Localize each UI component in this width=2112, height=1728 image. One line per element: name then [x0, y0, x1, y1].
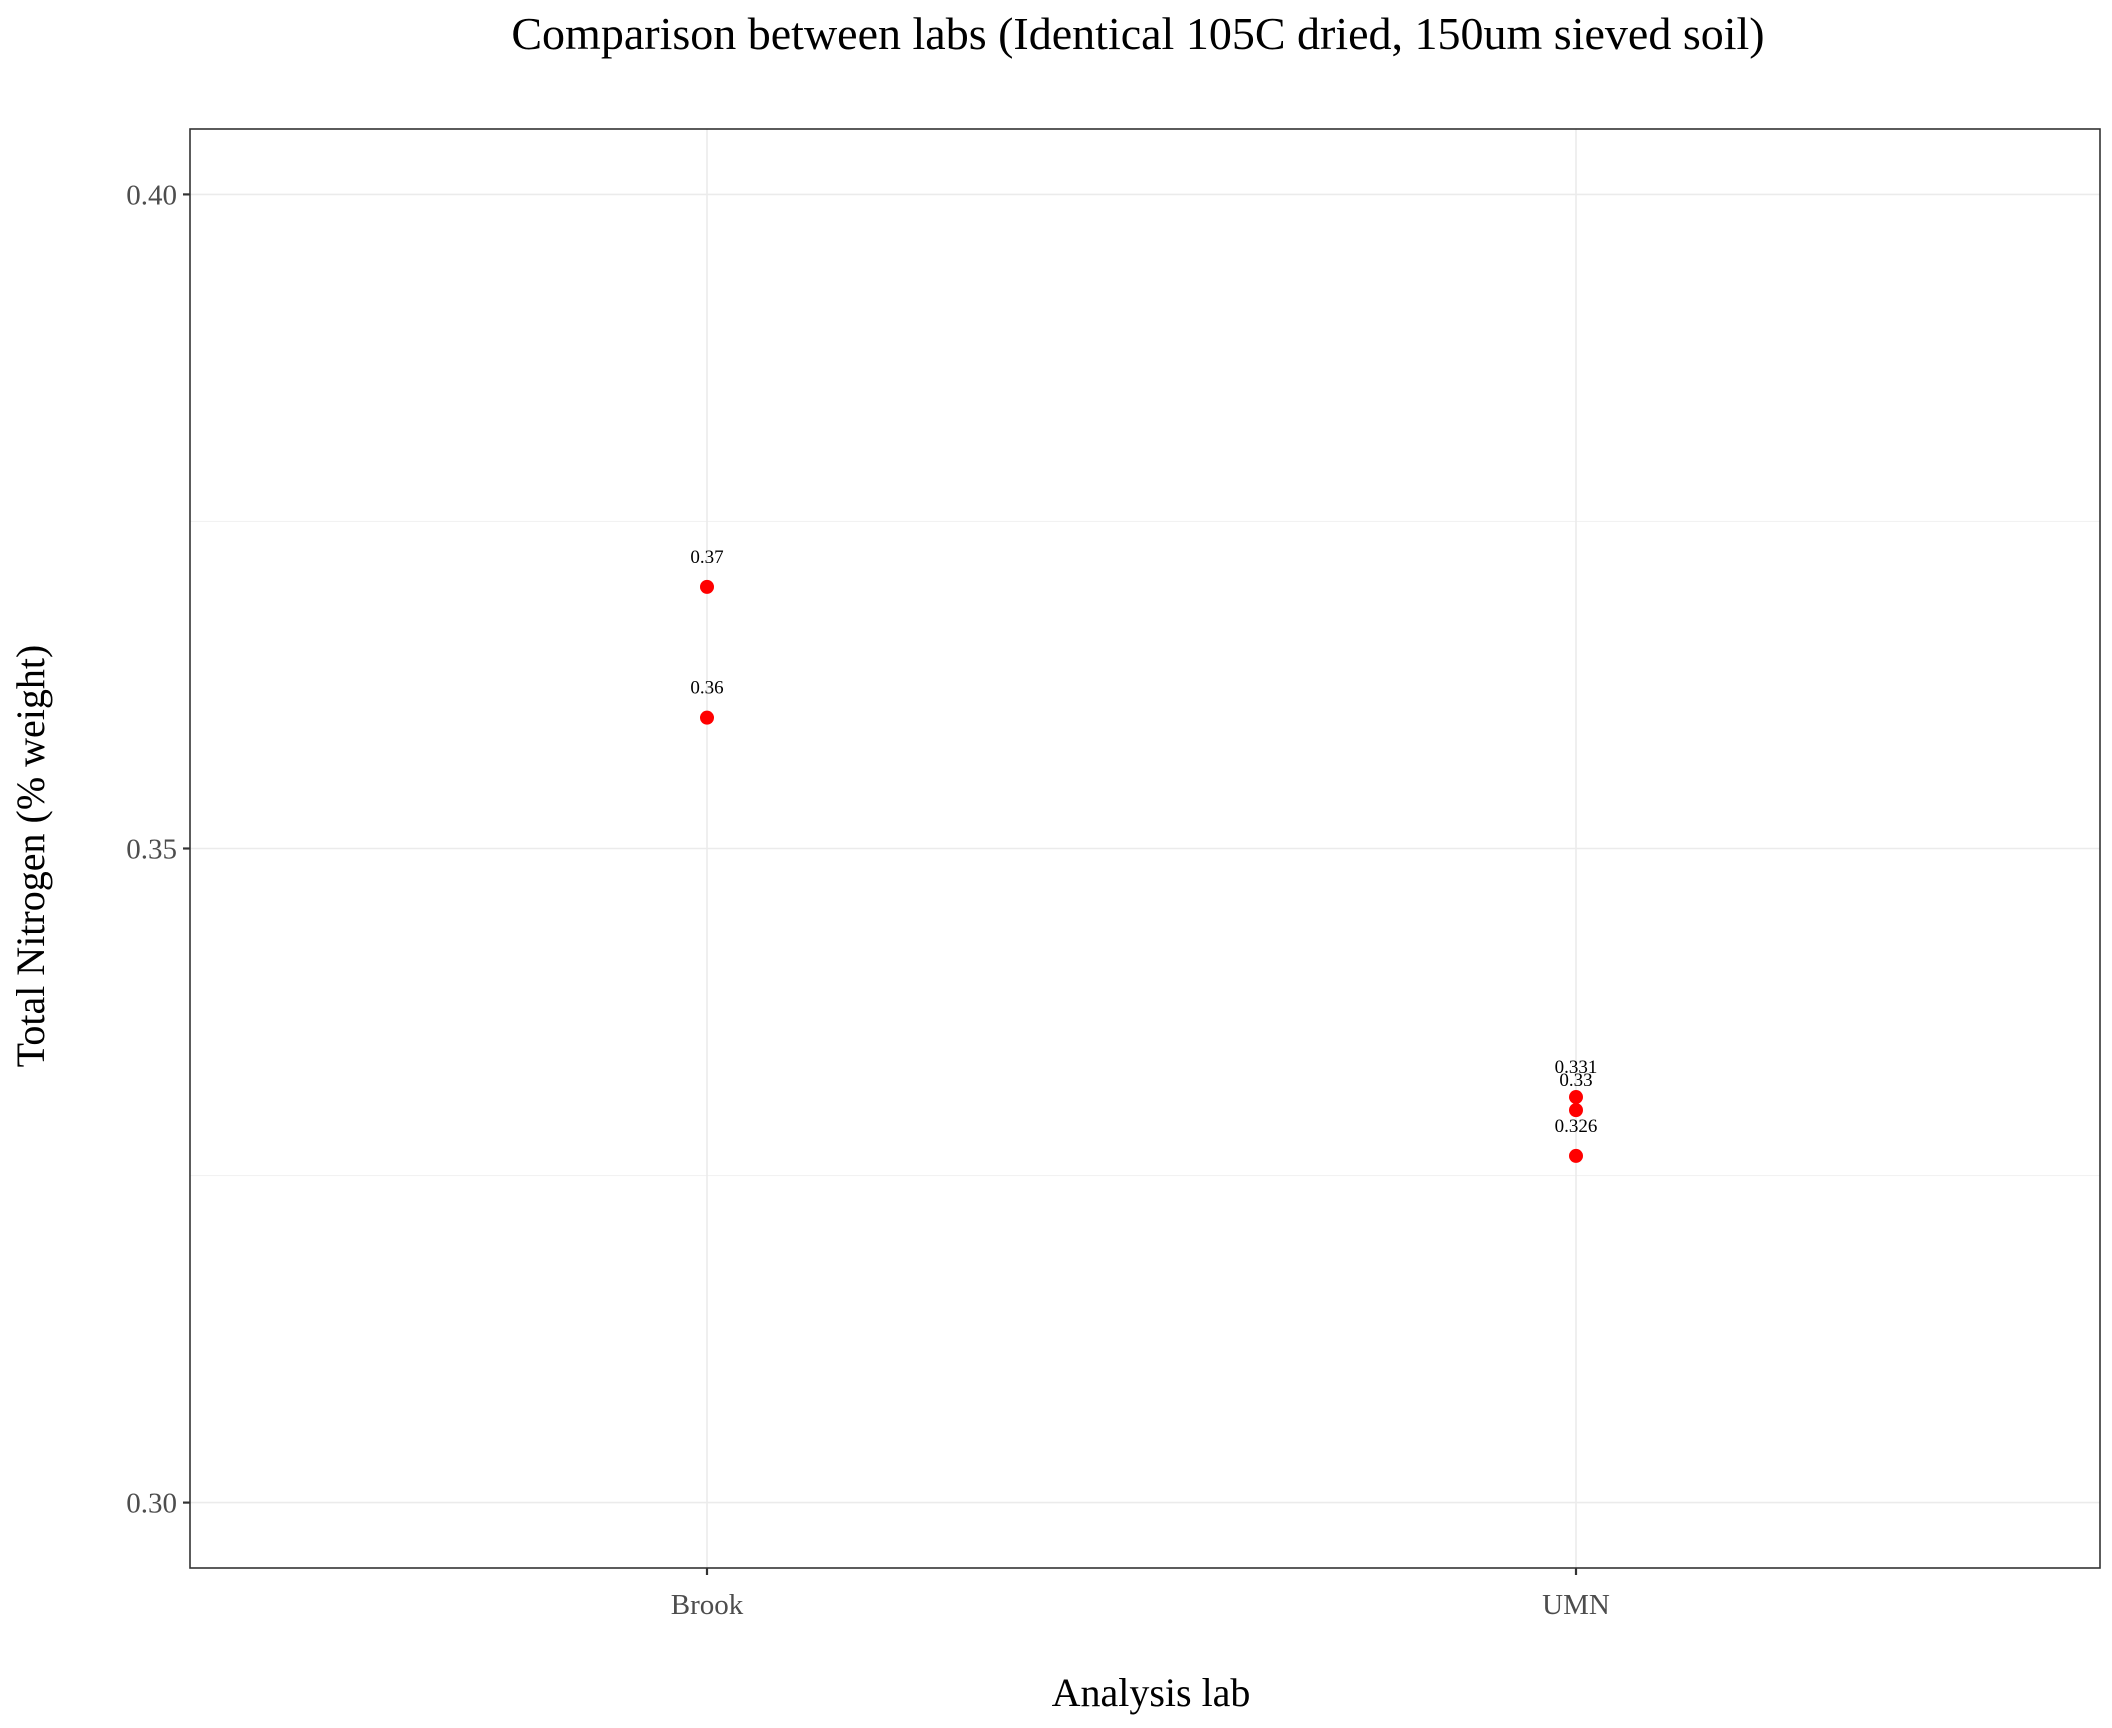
x-axis: Brook UMN	[671, 1568, 1610, 1621]
data-label: 0.326	[1555, 1116, 1598, 1137]
data-label: 0.37	[690, 547, 723, 568]
y-tick-label: 0.40	[126, 179, 177, 211]
data-point	[1569, 1103, 1583, 1118]
y-tick-label: 0.35	[126, 834, 177, 866]
panel-grid	[190, 129, 2100, 1568]
x-tick-label: Brook	[671, 1589, 744, 1621]
y-tick-label: 0.30	[126, 1488, 177, 1520]
data-point	[700, 710, 714, 725]
data-point	[1569, 1090, 1583, 1105]
data-point	[700, 579, 714, 594]
x-axis-title: Analysis lab	[1052, 1670, 1251, 1715]
data-point	[1569, 1148, 1583, 1163]
data-label: 0.331	[1555, 1057, 1598, 1078]
y-axis-title: Total Nitrogen (% weight)	[8, 645, 53, 1068]
x-tick-label: UMN	[1542, 1589, 1610, 1621]
y-axis: 0.30 0.35 0.40	[126, 179, 190, 1520]
chart-title: Comparison between labs (Identical 105C …	[511, 8, 1764, 59]
data-label: 0.36	[690, 678, 723, 699]
data-label: 0.33	[1559, 1070, 1592, 1091]
